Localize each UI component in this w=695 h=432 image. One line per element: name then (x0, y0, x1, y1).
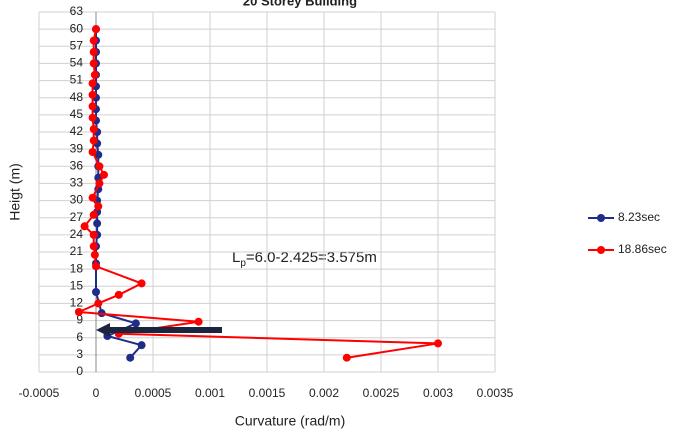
y-tick-label: 3 (76, 347, 83, 361)
y-tick-label: 51 (70, 73, 84, 87)
x-tick-label: 0.002 (309, 386, 339, 400)
data-point (95, 179, 104, 188)
data-point (80, 222, 89, 231)
data-point (92, 262, 100, 271)
y-tick-label: 60 (70, 21, 84, 35)
x-tick-label: 0.003 (423, 386, 453, 400)
annotation-main: L (232, 249, 240, 266)
series-line (78, 28, 439, 359)
data-point (89, 36, 98, 45)
x-axis-label: Curvature (rad/m) (235, 413, 345, 429)
data-point (137, 279, 146, 288)
y-tick-label: 24 (70, 227, 84, 241)
data-point (194, 317, 203, 326)
data-point (92, 25, 100, 34)
y-tick-label: 30 (70, 193, 84, 207)
data-point (93, 219, 102, 228)
y-tick-label: 6 (76, 330, 83, 344)
y-tick-label: 9 (76, 313, 83, 327)
y-tick-label: 63 (70, 4, 84, 18)
y-tick-label: 21 (70, 244, 84, 258)
y-tick-label: 45 (70, 107, 84, 121)
data-point (74, 308, 83, 316)
y-tick-label: 0 (76, 364, 83, 378)
y-tick-label: 15 (70, 278, 84, 292)
y-tick-label: 57 (70, 38, 84, 52)
x-tick-label: 0 (93, 386, 100, 400)
legend-marker (597, 214, 605, 222)
y-tick-label: 18 (70, 261, 84, 275)
x-tick-label: -0.0005 (19, 386, 60, 400)
legend-marker (597, 246, 605, 254)
x-tick-label: 0.001 (195, 386, 225, 400)
data-point (114, 290, 123, 299)
x-tick-label: 0.0025 (363, 386, 400, 400)
data-point (88, 90, 97, 99)
y-tick-label: 54 (70, 56, 84, 70)
chart-title: 20 Storey Building (243, 0, 357, 8)
series-line (95, 29, 144, 359)
data-point (137, 341, 146, 350)
data-point (99, 170, 108, 179)
data-point (89, 59, 98, 68)
data-point (88, 113, 97, 122)
data-point (88, 193, 97, 202)
data-point (90, 70, 99, 79)
x-tick-label: 0.0035 (477, 386, 514, 400)
annotation-sub: p (240, 258, 246, 269)
y-tick-label: 39 (70, 141, 84, 155)
data-point (89, 48, 98, 56)
data-point (90, 250, 99, 259)
data-point (89, 125, 98, 134)
plot-area: 0369121518212427303336394245485154576063… (19, 4, 514, 400)
legend-label: 8.23sec (618, 210, 660, 224)
data-point (94, 202, 103, 211)
annotation-rest: =6.0-2.425=3.575m (246, 249, 377, 266)
y-axis-label: Heigt (m) (7, 163, 23, 221)
data-point (94, 299, 103, 308)
x-tick-label: 0.0005 (135, 386, 172, 400)
y-tick-label: 36 (70, 158, 84, 172)
data-point (89, 242, 98, 251)
data-point (126, 353, 135, 362)
x-tick-label: 0.0015 (249, 386, 286, 400)
data-point (89, 230, 98, 239)
y-tick-label: 27 (70, 210, 84, 224)
data-point (131, 319, 140, 328)
data-point (89, 136, 98, 145)
data-point (95, 162, 104, 171)
legend-label: 18.86sec (618, 242, 667, 256)
data-point (88, 148, 97, 156)
y-tick-label: 42 (70, 124, 84, 138)
y-tick-label: 48 (70, 90, 84, 104)
data-point (88, 79, 97, 88)
arrow-head (96, 323, 110, 337)
y-tick-label: 33 (70, 176, 84, 190)
data-point (342, 353, 351, 362)
data-point (434, 339, 442, 348)
annotation: Lp=6.0-2.425=3.575m (232, 249, 377, 269)
data-point (88, 102, 97, 111)
data-point (92, 288, 100, 296)
data-point (89, 210, 98, 219)
y-tick-label: 12 (70, 296, 84, 310)
